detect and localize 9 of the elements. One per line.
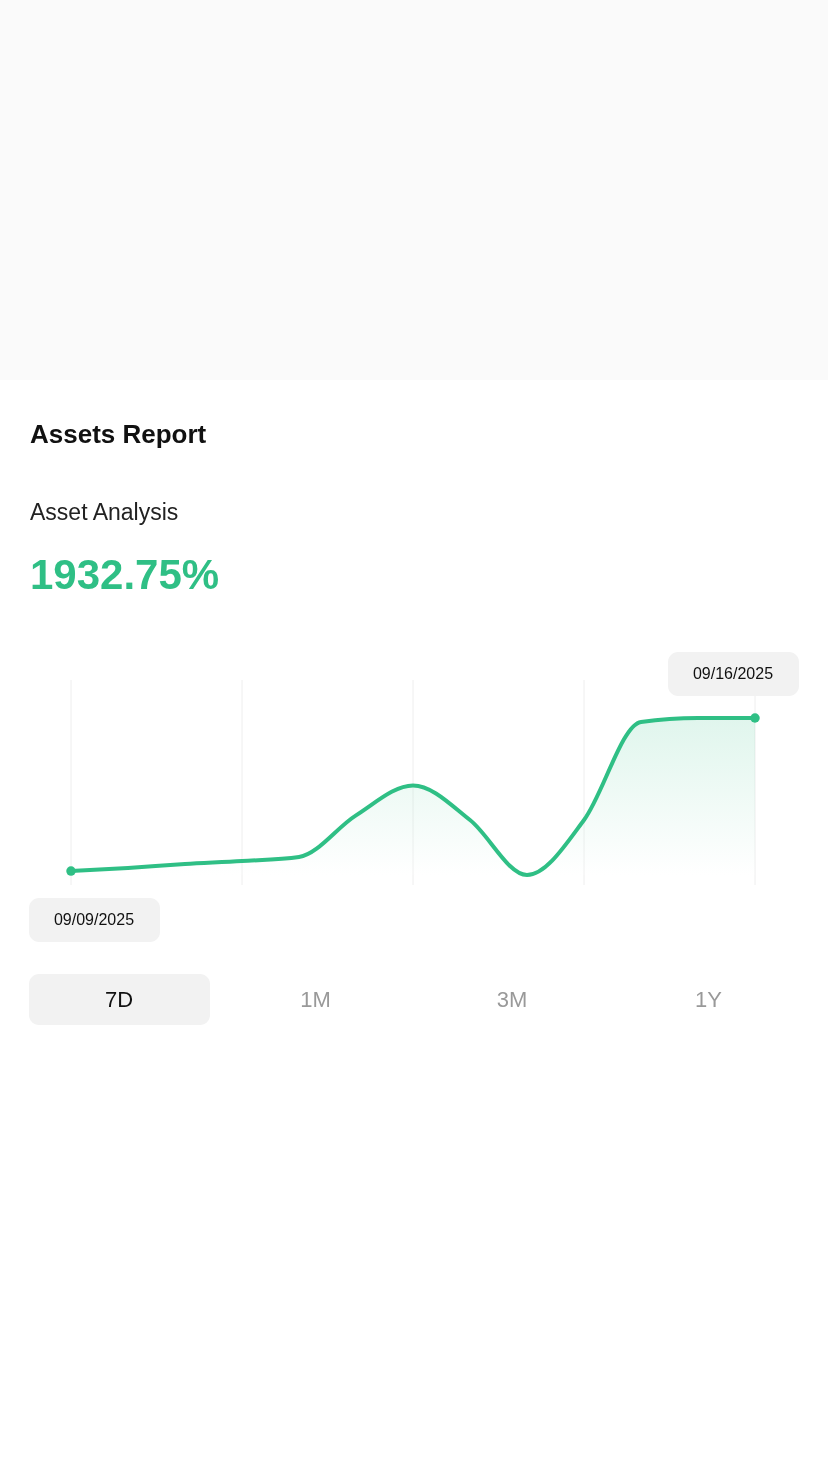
text: 7D [104, 987, 134, 1012]
text: 09/09/2025 [53, 911, 135, 928]
text: 3M [496, 987, 528, 1012]
text: 1Y [695, 987, 723, 1012]
chart-title: Assets Report [30, 419, 207, 449]
text: 1932.75% [30, 551, 220, 598]
text: 09/16/2025 [692, 665, 774, 682]
text: 1M [300, 987, 331, 1012]
chart-subtitle: Asset Analysis [30, 499, 179, 525]
